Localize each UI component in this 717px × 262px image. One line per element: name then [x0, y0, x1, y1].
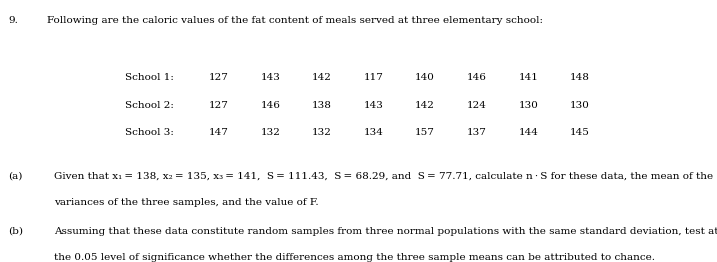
- Text: 130: 130: [570, 101, 590, 110]
- Text: 132: 132: [312, 128, 332, 137]
- Text: 142: 142: [312, 73, 332, 82]
- Text: School 2:: School 2:: [125, 101, 174, 110]
- Text: 134: 134: [364, 128, 384, 137]
- Text: 9.: 9.: [9, 16, 19, 25]
- Text: School 3:: School 3:: [125, 128, 174, 137]
- Text: 144: 144: [518, 128, 538, 137]
- Text: 140: 140: [415, 73, 435, 82]
- Text: 130: 130: [518, 101, 538, 110]
- Text: 138: 138: [312, 101, 332, 110]
- Text: 147: 147: [209, 128, 229, 137]
- Text: (b): (b): [9, 227, 24, 236]
- Text: 143: 143: [364, 101, 384, 110]
- Text: 124: 124: [467, 101, 487, 110]
- Text: Assuming that these data constitute random samples from three normal populations: Assuming that these data constitute rand…: [54, 227, 717, 236]
- Text: 157: 157: [415, 128, 435, 137]
- Text: 142: 142: [415, 101, 435, 110]
- Text: 146: 146: [260, 101, 280, 110]
- Text: 137: 137: [467, 128, 487, 137]
- Text: 127: 127: [209, 73, 229, 82]
- Text: 127: 127: [209, 101, 229, 110]
- Text: Following are the caloric values of the fat content of meals served at three ele: Following are the caloric values of the …: [47, 16, 543, 25]
- Text: (a): (a): [9, 172, 23, 181]
- Text: the 0.05 level of significance whether the differences among the three sample me: the 0.05 level of significance whether t…: [54, 253, 655, 262]
- Text: variances of the three samples, and the value of F.: variances of the three samples, and the …: [54, 198, 318, 207]
- Text: 146: 146: [467, 73, 487, 82]
- Text: Given that x₁ = 138, x₂ = 135, x₃ = 141,  S = 111.43,  S = 68.29, and  S = 77.71: Given that x₁ = 138, x₂ = 135, x₃ = 141,…: [54, 172, 713, 181]
- Text: 145: 145: [570, 128, 590, 137]
- Text: 132: 132: [260, 128, 280, 137]
- Text: 148: 148: [570, 73, 590, 82]
- Text: 117: 117: [364, 73, 384, 82]
- Text: 143: 143: [260, 73, 280, 82]
- Text: School 1:: School 1:: [125, 73, 174, 82]
- Text: 141: 141: [518, 73, 538, 82]
